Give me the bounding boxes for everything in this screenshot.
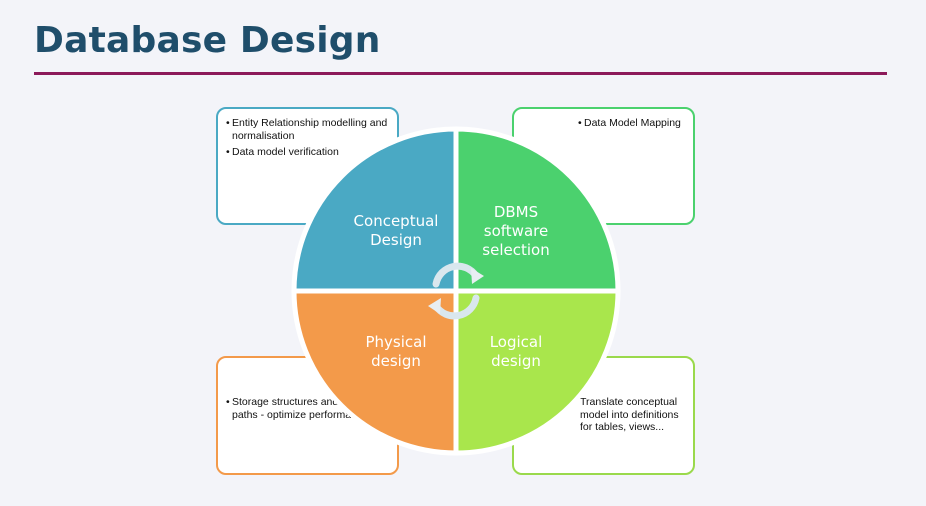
quadrant-label-conceptual: Conceptual Design (353, 212, 439, 249)
card-item: Translate conceptual model into definiti… (580, 396, 679, 433)
card-item: Data model verification (226, 146, 389, 159)
quadrant-label-physical: Physical design (365, 333, 427, 370)
quadrant-physical (291, 288, 459, 456)
page-title: Database Design (34, 20, 381, 61)
card-item: Entity Relationship modelling and normal… (226, 117, 389, 142)
quadrant-conceptual (291, 126, 459, 294)
quadrant-label-dbms: DBMS software selection (482, 203, 550, 259)
card-item: Data Model Mapping (578, 117, 685, 130)
cycle-arrowheads (428, 268, 484, 314)
quadrant-label-logical: Logical design (489, 333, 543, 370)
title-divider (34, 72, 887, 75)
quadrant-dbms (453, 126, 621, 294)
quadrant-logical (453, 288, 621, 456)
